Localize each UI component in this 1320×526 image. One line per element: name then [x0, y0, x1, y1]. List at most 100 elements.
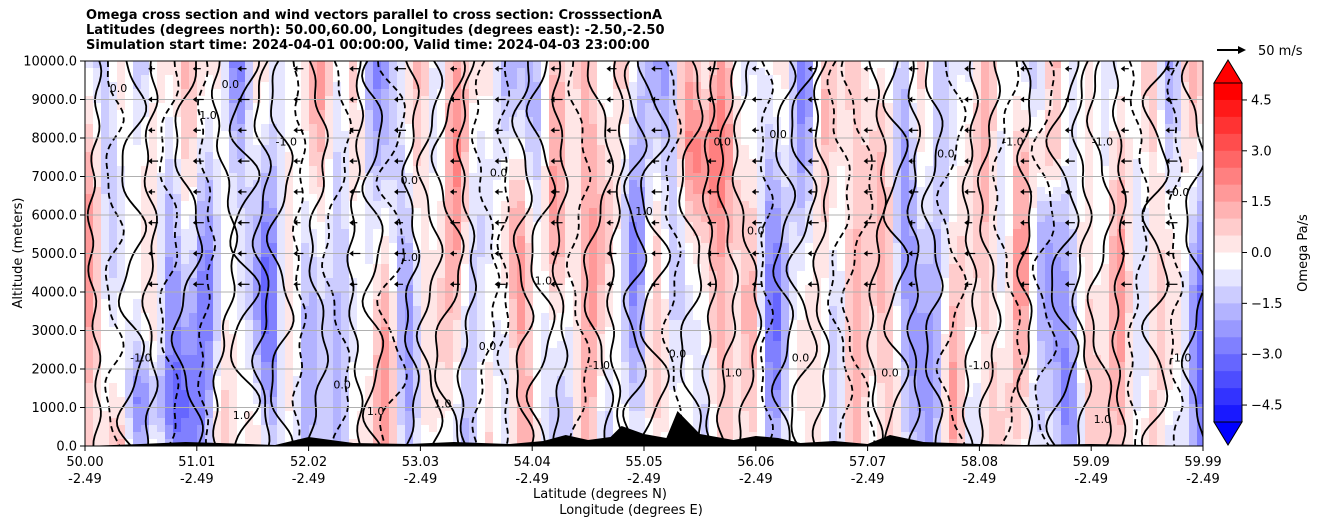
- omega-cell: [765, 187, 774, 195]
- omega-cell: [565, 299, 574, 307]
- omega-cell: [725, 159, 734, 167]
- omega-cell: [365, 320, 374, 328]
- omega-cell: [445, 376, 454, 384]
- omega-cell: [541, 271, 550, 279]
- omega-cell: [493, 152, 502, 160]
- omega-cell: [285, 166, 294, 174]
- omega-cell: [85, 334, 94, 342]
- omega-cell: [277, 432, 286, 440]
- omega-cell: [133, 278, 142, 286]
- omega-cell: [509, 397, 518, 405]
- omega-cell: [325, 180, 334, 188]
- omega-cell: [293, 131, 302, 139]
- omega-cell: [381, 264, 390, 272]
- omega-cell: [341, 362, 350, 370]
- omega-cell: [565, 222, 574, 230]
- omega-cell: [133, 229, 142, 237]
- omega-cell: [621, 299, 630, 307]
- omega-cell: [125, 75, 134, 83]
- omega-cell: [749, 131, 758, 139]
- omega-cell: [493, 285, 502, 293]
- omega-cell: [605, 215, 614, 223]
- omega-cell: [397, 278, 406, 286]
- omega-cell: [205, 75, 214, 83]
- omega-cell: [197, 411, 206, 419]
- omega-cell: [189, 89, 198, 97]
- omega-cell: [397, 397, 406, 405]
- omega-cell: [261, 152, 270, 160]
- omega-cell: [469, 187, 478, 195]
- omega-cell: [733, 187, 742, 195]
- omega-cell: [93, 264, 102, 272]
- omega-cell: [293, 68, 302, 76]
- omega-cell: [365, 439, 374, 446]
- omega-cell: [285, 418, 294, 426]
- omega-cell: [125, 439, 134, 446]
- omega-cell: [469, 376, 478, 384]
- omega-cell: [341, 82, 350, 90]
- omega-cell: [805, 131, 814, 139]
- omega-cell: [621, 117, 630, 125]
- omega-cell: [709, 124, 718, 132]
- omega-cell: [613, 299, 622, 307]
- omega-cell: [405, 117, 414, 125]
- omega-cell: [149, 243, 158, 251]
- omega-cell: [189, 411, 198, 419]
- omega-cell: [85, 229, 94, 237]
- omega-cell: [765, 89, 774, 97]
- omega-cell: [661, 208, 670, 216]
- omega-cell: [445, 299, 454, 307]
- omega-cell: [157, 103, 166, 111]
- omega-cell: [237, 229, 246, 237]
- omega-cell: [797, 222, 806, 230]
- omega-cell: [717, 320, 726, 328]
- omega-cell: [653, 243, 662, 251]
- omega-cell: [645, 222, 654, 230]
- omega-cell: [277, 306, 286, 314]
- omega-cell: [205, 110, 214, 118]
- omega-cell: [621, 390, 630, 398]
- omega-cell: [685, 124, 694, 132]
- omega-cell: [725, 432, 734, 440]
- omega-cell: [125, 138, 134, 146]
- omega-cell: [605, 138, 614, 146]
- omega-cell: [413, 355, 422, 363]
- omega-cell: [773, 320, 782, 328]
- omega-cell: [397, 292, 406, 300]
- omega-cell: [493, 68, 502, 76]
- omega-cell: [637, 89, 646, 97]
- omega-cell: [101, 271, 110, 279]
- omega-cell: [453, 159, 462, 167]
- omega-cell: [605, 243, 614, 251]
- omega-cell: [357, 397, 366, 405]
- omega-cell: [685, 334, 694, 342]
- omega-cell: [645, 229, 654, 237]
- omega-cell: [221, 320, 230, 328]
- omega-cell: [797, 334, 806, 342]
- omega-cell: [269, 236, 278, 244]
- omega-cell: [269, 439, 278, 446]
- omega-cell: [389, 75, 398, 83]
- omega-cell: [629, 425, 638, 433]
- omega-cell: [405, 397, 414, 405]
- omega-cell: [117, 425, 126, 433]
- omega-cell: [525, 152, 534, 160]
- omega-cell: [613, 243, 622, 251]
- omega-cell: [661, 348, 670, 356]
- omega-cell: [501, 439, 510, 446]
- omega-cell: [485, 131, 494, 139]
- omega-cell: [485, 215, 494, 223]
- omega-cell: [365, 103, 374, 111]
- omega-cell: [229, 425, 238, 433]
- omega-cell: [589, 159, 598, 167]
- omega-cell: [757, 187, 766, 195]
- omega-cell: [509, 187, 518, 195]
- omega-cell: [301, 432, 310, 440]
- omega-cell: [117, 411, 126, 419]
- omega-cell: [405, 439, 414, 446]
- omega-cell: [285, 264, 294, 272]
- omega-cell: [493, 320, 502, 328]
- omega-cell: [557, 313, 566, 321]
- omega-cell: [349, 243, 358, 251]
- omega-cell: [565, 334, 574, 342]
